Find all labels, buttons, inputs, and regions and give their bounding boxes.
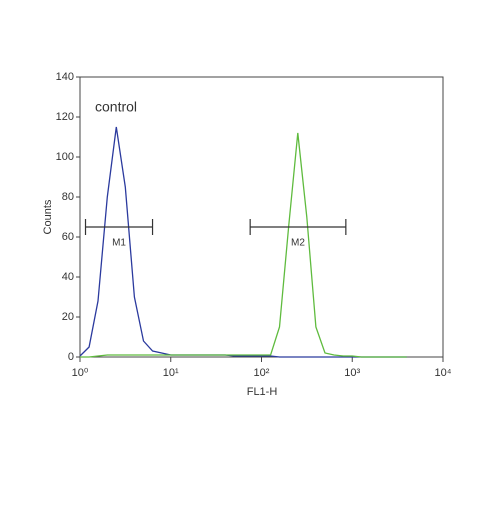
series-line: [80, 132, 407, 358]
series-line: [79, 126, 407, 358]
plot-frame: [79, 76, 444, 358]
x-tick-label: 10¹: [163, 367, 179, 379]
y-tick-label: 40: [62, 271, 74, 283]
marker-label: M1: [112, 238, 126, 249]
x-tick-label: 10⁰: [72, 367, 89, 379]
y-axis-label: Counts: [42, 199, 54, 234]
y-tick-label: 140: [56, 71, 74, 83]
y-tick-label: 0: [68, 351, 74, 363]
annotation: control: [95, 99, 137, 115]
y-tick-label: 100: [56, 151, 74, 163]
y-tick-label: 80: [62, 191, 74, 203]
x-tick-label: 10³: [344, 367, 360, 379]
x-tick-label: 10²: [254, 367, 270, 379]
x-tick-label: 10⁴: [435, 367, 452, 379]
y-tick-label: 60: [62, 231, 74, 243]
y-tick-label: 20: [62, 311, 74, 323]
marker-label: M2: [291, 238, 305, 249]
x-axis-label: FL1-H: [247, 386, 278, 398]
y-tick-label: 120: [56, 111, 74, 123]
